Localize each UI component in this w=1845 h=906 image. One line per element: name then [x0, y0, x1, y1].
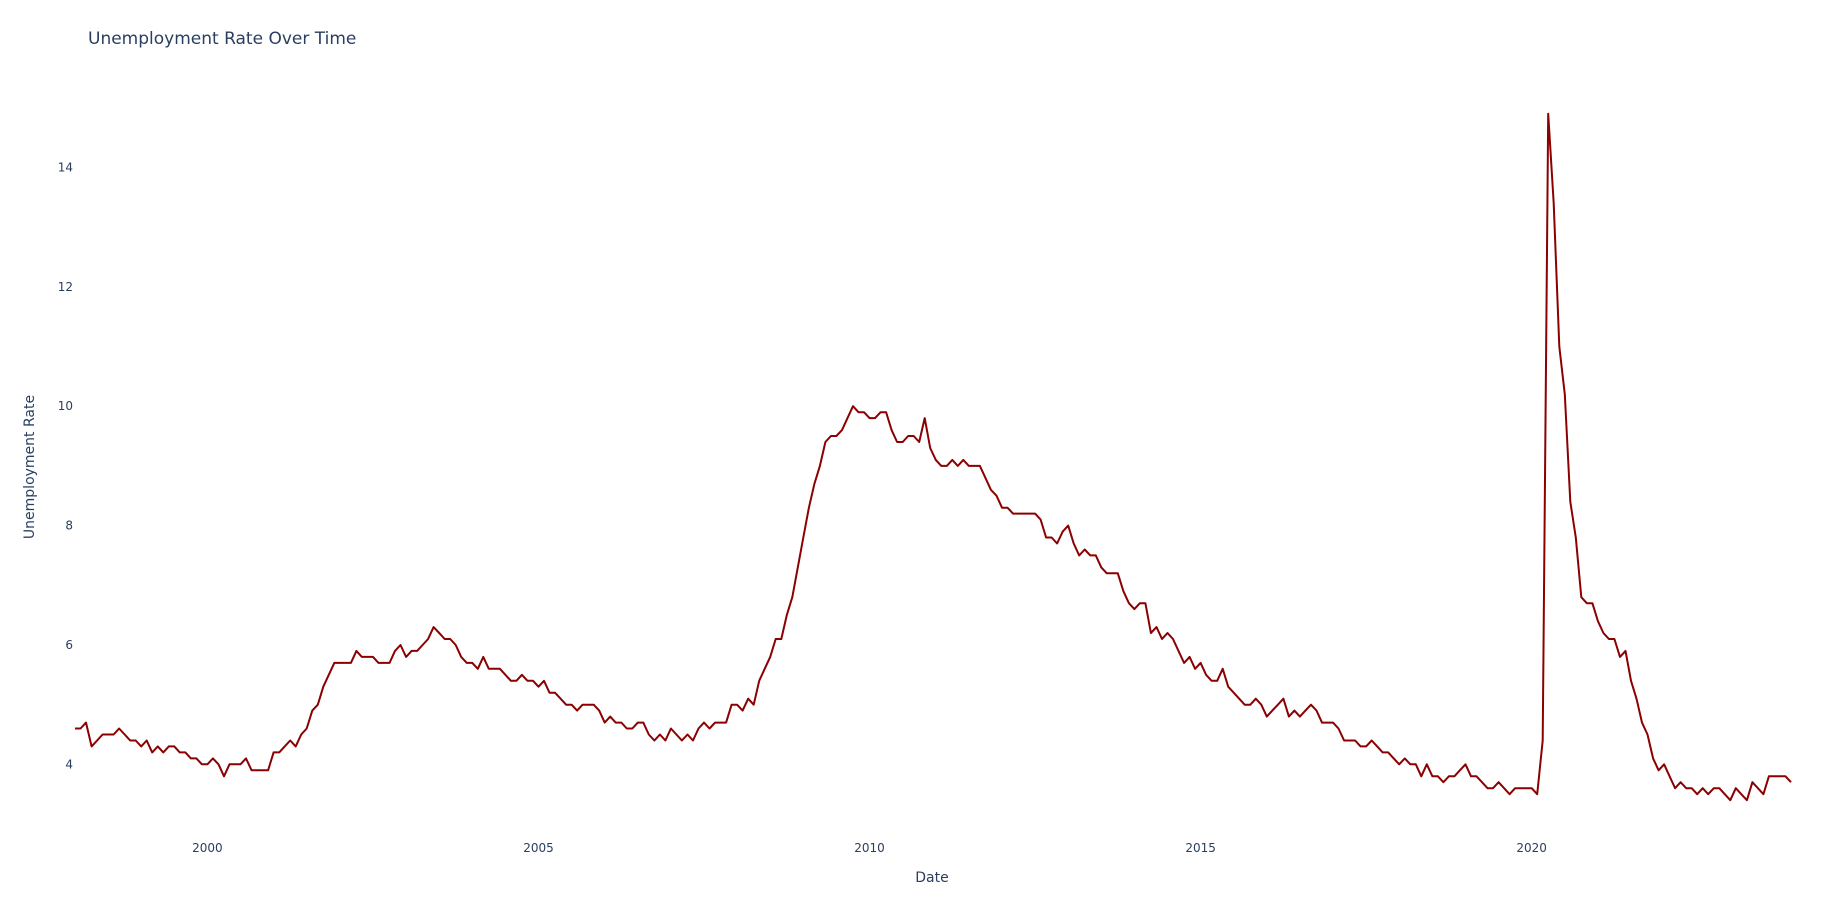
y-axis-label: Unemployment Rate [22, 395, 38, 539]
y-tick-label: 4 [65, 757, 73, 771]
y-tick-label: 6 [65, 638, 73, 652]
x-tick-label: 2000 [192, 841, 223, 855]
x-tick-label: 2010 [854, 841, 885, 855]
chart-title: Unemployment Rate Over Time [88, 29, 356, 49]
y-tick-label: 8 [65, 519, 73, 533]
x-axis-ticks: 2000 2005 2010 2015 2020 [192, 841, 1547, 855]
y-tick-label: 14 [58, 160, 73, 174]
unemployment-rate-line [75, 112, 1792, 802]
x-tick-label: 2005 [523, 841, 554, 855]
y-tick-label: 10 [58, 399, 73, 413]
y-tick-label: 12 [58, 280, 73, 294]
x-tick-label: 2015 [1185, 841, 1216, 855]
x-axis-label: Date [915, 870, 948, 886]
y-axis-ticks: 4 6 8 10 12 14 [58, 160, 73, 771]
x-tick-label: 2020 [1516, 841, 1547, 855]
